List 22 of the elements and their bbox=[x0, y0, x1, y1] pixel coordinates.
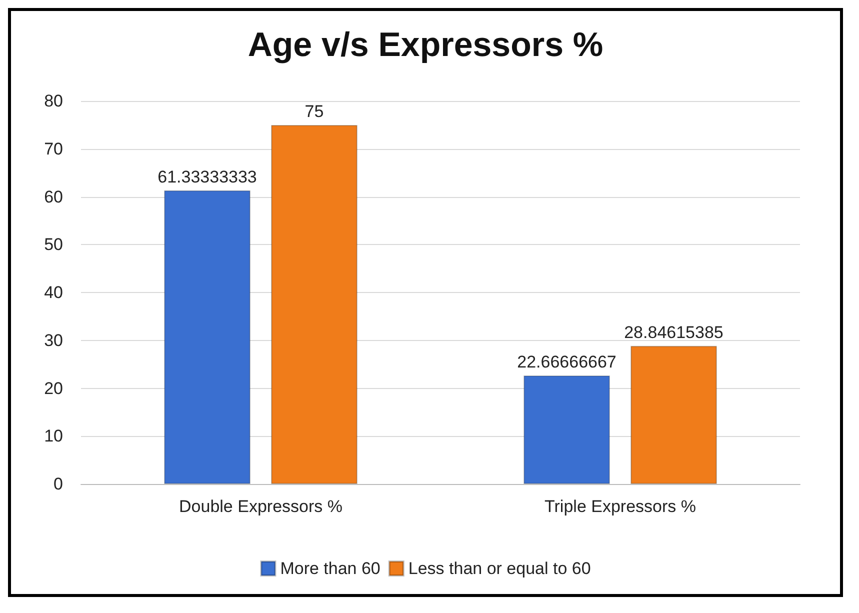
bar bbox=[164, 190, 250, 484]
y-tick-label: 40 bbox=[44, 283, 63, 302]
bar bbox=[630, 346, 717, 484]
bar bbox=[524, 375, 610, 484]
chart-title: Age v/s Expressors % bbox=[248, 26, 604, 64]
y-tick-label: 60 bbox=[44, 187, 63, 206]
legend-label: Less than or equal to 60 bbox=[408, 559, 591, 578]
y-tick-label: 30 bbox=[44, 330, 63, 350]
bar bbox=[271, 124, 358, 484]
data-label: 61.33333333 bbox=[158, 167, 257, 186]
y-tick-label: 50 bbox=[44, 235, 63, 254]
x-tick-label: Double Expressors % bbox=[179, 497, 342, 516]
legend-label: More than 60 bbox=[280, 559, 380, 578]
y-tick-label: 70 bbox=[44, 139, 63, 158]
y-tick-label: 20 bbox=[44, 378, 63, 398]
y-tick-label: 80 bbox=[44, 92, 63, 110]
data-label: 75 bbox=[304, 102, 324, 121]
y-tick-label: 0 bbox=[54, 474, 63, 494]
data-label: 22.66666667 bbox=[517, 352, 616, 372]
y-tick-label: 10 bbox=[44, 426, 63, 446]
data-label: 28.84615385 bbox=[624, 322, 724, 342]
x-tick-label: Triple Expressors % bbox=[544, 497, 696, 516]
